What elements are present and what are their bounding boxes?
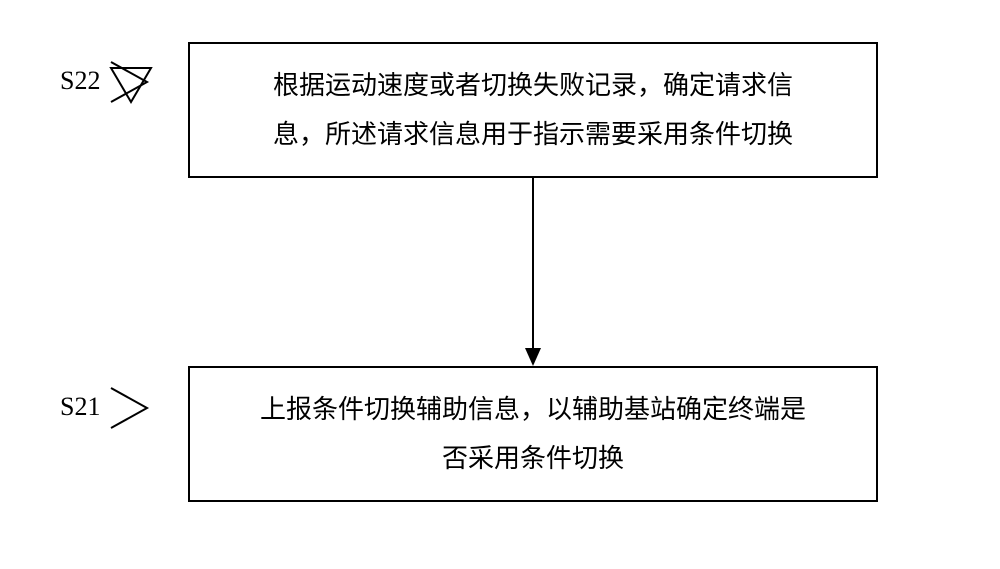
edge-arrowhead-icon bbox=[525, 348, 541, 366]
flow-node-s22: 根据运动速度或者切换失败记录，确定请求信 息，所述请求信息用于指示需要采用条件切… bbox=[188, 42, 878, 178]
edge-line bbox=[532, 178, 534, 348]
node-label-s22: S22 bbox=[60, 66, 100, 96]
flowchart-canvas: 根据运动速度或者切换失败记录，确定请求信 息，所述请求信息用于指示需要采用条件切… bbox=[0, 0, 1000, 569]
label-connector-s21 bbox=[105, 386, 195, 446]
node-label-s21: S21 bbox=[60, 392, 100, 422]
node-text: 上报条件切换辅助信息，以辅助基站确定终端是 否采用条件切换 bbox=[260, 385, 806, 484]
flow-node-s21: 上报条件切换辅助信息，以辅助基站确定终端是 否采用条件切换 bbox=[188, 366, 878, 502]
label-connector-s22 bbox=[105, 60, 195, 120]
node-text: 根据运动速度或者切换失败记录，确定请求信 息，所述请求信息用于指示需要采用条件切… bbox=[273, 61, 793, 160]
